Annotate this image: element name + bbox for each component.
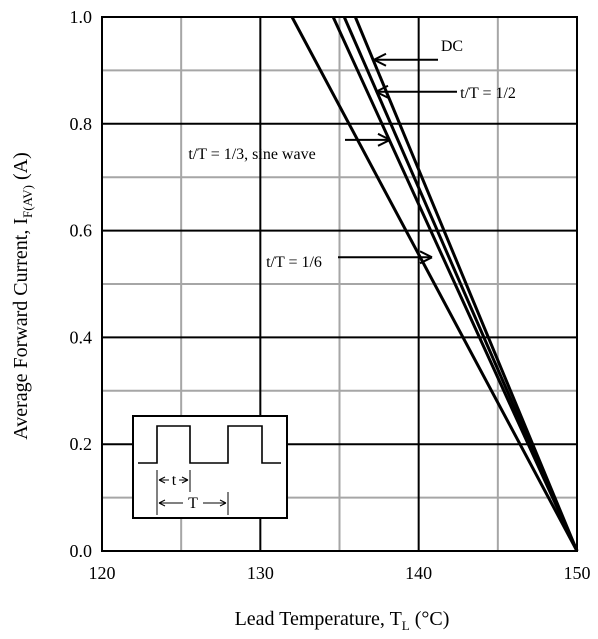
y-tick-label: 1.0	[70, 7, 93, 27]
y-axis-title: Average Forward Current, IF(AV) (A)	[10, 152, 35, 440]
series-line	[342, 16, 579, 552]
y-tick-label: 0.4	[70, 327, 93, 347]
y-tick-label: 0.6	[70, 221, 93, 241]
annotation-layer: DC t/T = 1/2 t/T = 1/3, sine wave t/T = 1/6	[188, 38, 516, 271]
x-axis-title: Lead Temperature, TL (°C)	[235, 608, 450, 633]
inset-T-arrowhead-right	[219, 499, 227, 507]
series-line	[331, 16, 579, 552]
series-line	[290, 16, 579, 552]
plot-frame	[101, 16, 578, 552]
annotation-arrowhead	[377, 132, 391, 147]
y-tick-label: 0.8	[70, 114, 93, 134]
inset-T-label: T	[188, 495, 198, 512]
inset-t-label: t	[172, 472, 177, 489]
waveform-inset: t T	[132, 415, 288, 519]
inset-T-arrowhead-left	[158, 499, 166, 507]
x-tick-label: 130	[247, 563, 274, 583]
y-tick-label: 0.2	[70, 434, 93, 454]
inset-t-arrowhead-left	[158, 476, 166, 484]
annotation-label: t/T = 1/3, sine wave	[188, 146, 315, 163]
annotation-arrowhead	[375, 84, 389, 99]
annotation-label: t/T = 1/2	[460, 85, 516, 102]
annotation-arrowhead	[373, 52, 387, 67]
annotation-arrowhead	[419, 250, 433, 265]
pulse-waveform	[138, 425, 281, 464]
series-layer	[290, 16, 579, 552]
series-line	[353, 16, 579, 552]
y-tick-label: 0.0	[70, 541, 93, 561]
annotation-label: t/T = 1/6	[266, 254, 322, 271]
inset-t-arrowhead-right	[181, 476, 189, 484]
x-tick-label: 140	[405, 563, 432, 583]
tick-layer: 120 130 140 150 0.0 0.2 0.4 0.6 0.8 1.0	[70, 7, 591, 583]
annotation-label: DC	[441, 38, 463, 55]
x-tick-label: 120	[89, 563, 116, 583]
x-tick-label: 150	[564, 563, 591, 583]
